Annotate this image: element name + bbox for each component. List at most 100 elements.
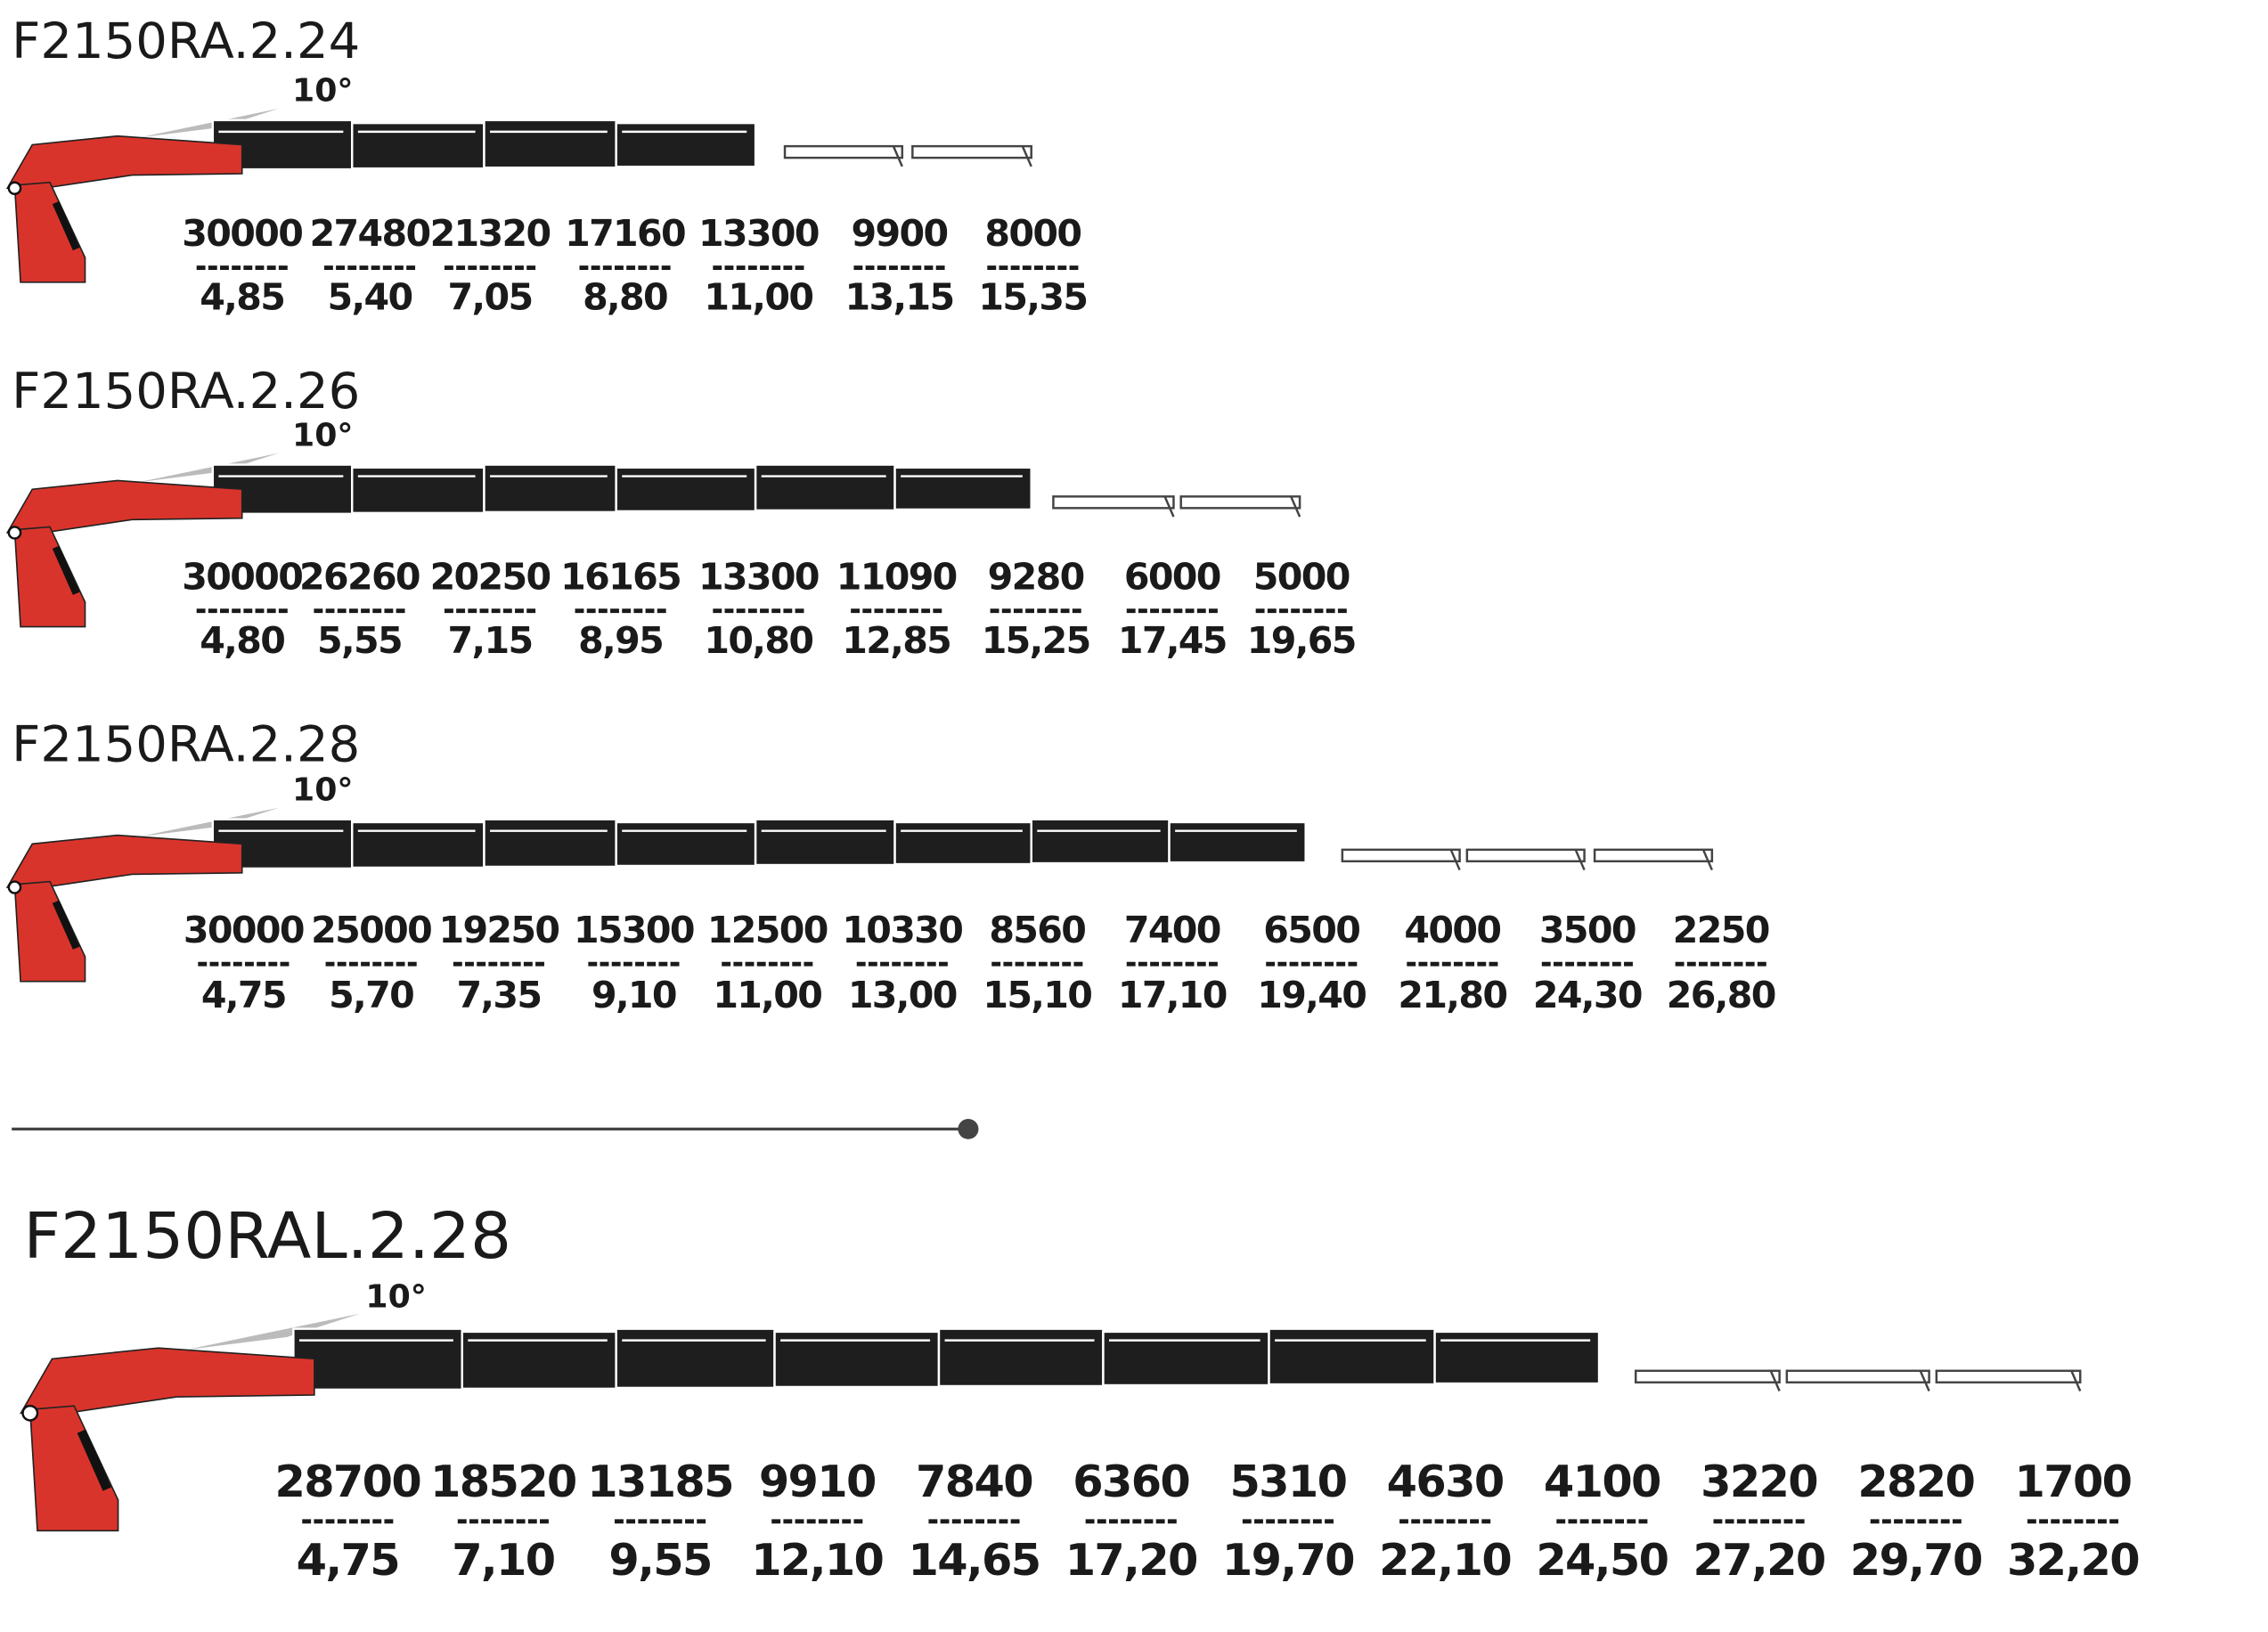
reach-value: 15,10 (983, 974, 1091, 1016)
boom-section (351, 820, 485, 869)
model-title: F2150RA.2.24 (12, 12, 360, 70)
load-value: 3220 (1701, 1456, 1817, 1507)
reach-value: 19,40 (1257, 974, 1366, 1016)
boom-section (1268, 1327, 1436, 1386)
boom-section (615, 466, 757, 513)
reach-value: 17,10 (1118, 974, 1227, 1016)
jib-section (1179, 495, 1301, 510)
reach-value: 5,70 (329, 974, 413, 1016)
jib-section (1935, 1369, 2082, 1383)
crane-cylinder (52, 545, 80, 595)
boom-section (351, 121, 485, 170)
load-value: 6000 (1124, 556, 1220, 599)
boom-angle: 10° (292, 772, 354, 809)
boom-section (754, 463, 896, 512)
crane-column (13, 181, 86, 283)
reach-value: 11,00 (704, 276, 812, 319)
reach-value: 4,85 (200, 276, 284, 319)
load-value: 9900 (852, 212, 948, 255)
load-value: 12500 (707, 909, 828, 951)
crane-pivot (7, 181, 22, 195)
load-value: 11090 (836, 556, 957, 599)
reach-value: 21,80 (1398, 974, 1506, 1016)
reach-value: 19,65 (1247, 619, 1356, 662)
boom-section (615, 121, 757, 168)
reach-value: 15,25 (982, 619, 1090, 662)
load-value: 6500 (1263, 909, 1359, 951)
jib-hook (892, 145, 903, 167)
load-value: 27480 (310, 212, 430, 255)
boom-section (893, 820, 1032, 866)
load-value: 13300 (698, 212, 819, 255)
angle-wedge (139, 807, 279, 837)
reach-value: 10,80 (704, 619, 812, 662)
load-value: 5310 (1229, 1456, 1346, 1507)
load-value: 6360 (1073, 1456, 1189, 1507)
crane-pivot (7, 880, 22, 894)
reach-value: 4,75 (297, 1534, 399, 1586)
reach-value: 32,20 (2007, 1534, 2139, 1586)
reach-value: 24,30 (1533, 974, 1642, 1016)
boom-section (754, 818, 896, 867)
load-value: 9280 (988, 556, 1084, 599)
boom-section (615, 820, 757, 868)
jib-section (911, 144, 1032, 159)
load-value: 9910 (759, 1456, 876, 1507)
boom-section (1168, 820, 1307, 864)
boom-section (483, 118, 617, 169)
divider-dot (958, 1119, 979, 1139)
reach-value: 4,80 (200, 619, 284, 662)
crane-cylinder (52, 900, 80, 950)
load-value: 5000 (1253, 556, 1350, 599)
angle-wedge (139, 453, 279, 483)
boom-section (615, 1327, 776, 1390)
jib-section (1341, 848, 1461, 863)
reach-value: 8,80 (583, 276, 667, 319)
boom-section (1030, 818, 1171, 865)
boom-angle: 10° (292, 418, 354, 454)
jib-hook (1449, 849, 1461, 871)
reach-value: 13,00 (848, 974, 957, 1016)
jib-hook (1701, 849, 1713, 871)
load-value: 30000 (182, 556, 302, 599)
load-value: 8560 (989, 909, 1085, 951)
jib-hook (1290, 495, 1301, 518)
jib-section (1785, 1369, 1930, 1383)
jib-hook (1919, 1370, 1930, 1391)
jib-hook (1574, 849, 1586, 871)
reach-value: 29,70 (1850, 1534, 1982, 1586)
load-value: 30000 (182, 212, 302, 255)
load-value: 10330 (842, 909, 962, 951)
reach-value: 12,85 (842, 619, 950, 662)
reach-value: 7,15 (448, 619, 533, 662)
load-value: 25000 (311, 909, 431, 951)
load-value: 19250 (438, 909, 559, 951)
reach-value: 17,20 (1065, 1534, 1197, 1586)
reach-value: 11,00 (713, 974, 821, 1016)
load-value: 4630 (1387, 1456, 1504, 1507)
jib-hook (1163, 495, 1175, 518)
crane-column (29, 1405, 119, 1532)
jib-hook (2070, 1370, 2082, 1391)
crane-arm (5, 479, 243, 534)
reach-value: 5,55 (317, 619, 402, 662)
load-value: 1700 (2015, 1456, 2132, 1507)
jib-section (1052, 495, 1175, 510)
reach-value: 14,65 (908, 1534, 1040, 1586)
load-value: 15300 (574, 909, 694, 951)
boom-angle: 10° (365, 1278, 427, 1315)
jib-section (1593, 848, 1714, 863)
reach-value: 7,10 (452, 1534, 554, 1586)
reach-value: 15,35 (978, 276, 1087, 319)
reach-value: 26,80 (1667, 974, 1775, 1016)
crane-column (13, 526, 86, 628)
load-value: 18520 (430, 1456, 576, 1507)
load-value: 13185 (587, 1456, 733, 1507)
reach-value: 24,50 (1536, 1534, 1668, 1586)
reach-value: 22,10 (1379, 1534, 1511, 1586)
boom-angle: 10° (292, 73, 354, 110)
